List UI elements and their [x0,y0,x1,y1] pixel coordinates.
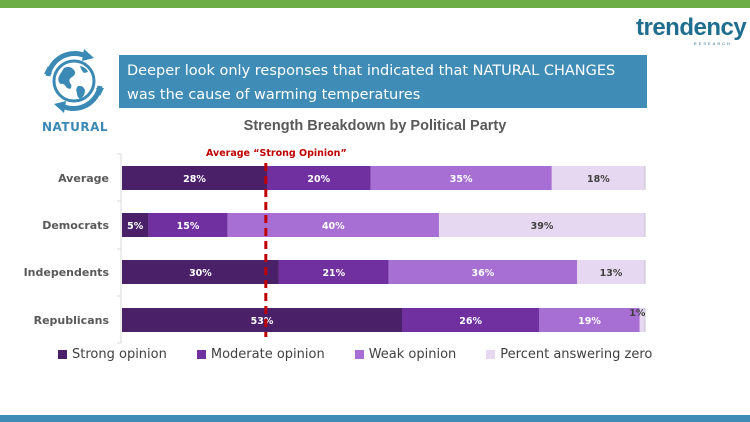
bar-segment [122,166,267,190]
legend-swatch [58,349,67,359]
data-label: 39% [531,221,554,232]
legend-label: Moderate opinion [210,346,325,362]
globe-recycle-icon [44,49,104,113]
data-label: 19% [578,316,601,327]
data-label: 21% [322,268,345,279]
data-label: 20% [307,174,330,185]
category-label: Democrats [42,219,109,232]
data-label: 28% [183,174,206,185]
banner: Deeper look only responses that indicate… [119,55,647,108]
legend-item: Percent answering zero [486,347,652,362]
bar-segment [551,166,645,190]
chart-title: Strength Breakdown by Political Party [243,118,507,134]
bar-segment [266,166,371,190]
legend-swatch [486,349,496,359]
bar-segment [401,308,540,332]
category-label: Average [58,172,109,185]
data-label: 15% [177,221,200,232]
legend-label: Percent answering zero [500,346,653,362]
top-accent-bar [0,0,750,8]
legend-swatch [196,349,206,359]
data-label: 40% [322,221,345,232]
trendency-logo: trendency RESEARCH [636,14,747,47]
data-label: 36% [471,268,494,279]
legend-swatch [354,349,364,359]
bar-segment [122,260,279,284]
category-label: Republicans [34,314,110,327]
chart-legend: Strong opinion Moderate opinion Weak opini… [58,345,682,363]
legend-item: Weak opinion [354,346,457,362]
bar-segment [227,213,439,237]
data-label: 26% [459,316,482,327]
brand-name: trendency [636,14,747,41]
data-label: 13% [600,268,623,279]
bar-segment [278,260,389,284]
legend-item: Moderate opinion [196,346,325,362]
bar-segment [122,213,149,237]
bar-segment [148,213,228,237]
bottom-accent-bar [0,415,750,422]
legend-item: Strong opinion [58,347,167,362]
data-label: 18% [587,174,610,185]
data-label: 1% [629,308,646,319]
data-label: 30% [189,268,212,279]
reference-line-label: Average “Strong Opinion” [206,148,347,159]
bar-segment [539,308,640,332]
bar-segment [370,166,552,190]
bar-segment [122,308,402,332]
legend-label: Weak opinion [368,346,457,362]
category-label: Independents [24,266,110,279]
brand-subtitle: RESEARCH [693,41,732,46]
bar-segment [388,260,578,284]
bar-segment [438,213,645,237]
legend-label: Strong opinion [72,346,167,362]
section-label: NATURAL [42,120,109,134]
bar-segment [639,308,645,332]
data-label: 35% [450,174,473,185]
data-label: 53% [251,316,274,327]
data-label: 5% [127,221,144,232]
bar-segment [577,260,645,284]
